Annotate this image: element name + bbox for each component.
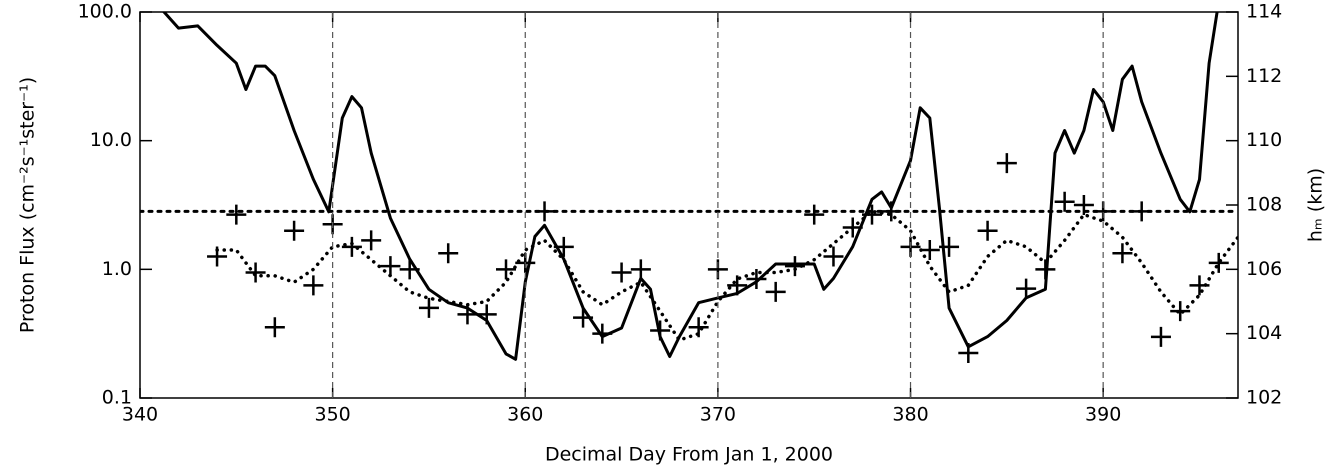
data-point xyxy=(245,262,266,283)
data-point xyxy=(284,220,305,241)
y2-tick-label: 106 xyxy=(1246,258,1282,280)
x-tick-label: 360 xyxy=(507,404,543,426)
data-point xyxy=(1054,191,1075,212)
flux-line xyxy=(162,12,1219,361)
plot-frame xyxy=(139,11,1239,399)
x-tick-label: 370 xyxy=(700,404,736,426)
x-axis-title: Decimal Day From Jan 1, 2000 xyxy=(545,444,833,466)
data-point xyxy=(553,236,574,257)
data-point xyxy=(765,281,786,302)
data-point xyxy=(1170,301,1191,322)
data-point xyxy=(361,230,382,251)
x-tick-label: 380 xyxy=(892,404,928,426)
data-point xyxy=(1112,243,1133,264)
data-point xyxy=(1016,278,1037,299)
data-point xyxy=(207,246,228,267)
data-point xyxy=(919,240,940,261)
data-point xyxy=(438,243,459,264)
data-point xyxy=(881,201,902,222)
data-point xyxy=(823,246,844,267)
data-point xyxy=(1131,201,1152,222)
data-point xyxy=(1208,252,1229,273)
y2-tick-label: 104 xyxy=(1246,322,1282,344)
data-point xyxy=(592,323,613,344)
data-point xyxy=(1073,195,1094,215)
y2-axis-title: hₘ (km) xyxy=(1305,168,1327,242)
data-point xyxy=(573,307,594,328)
y2-tick-label: 112 xyxy=(1246,65,1282,87)
y2-tick-label: 102 xyxy=(1246,387,1282,409)
data-point xyxy=(264,317,285,338)
data-point xyxy=(457,304,478,325)
y-tick-label: 0.1 xyxy=(102,387,132,409)
data-point xyxy=(688,317,709,338)
x-tick-label: 340 xyxy=(122,404,158,426)
data-point xyxy=(842,217,863,238)
data-point xyxy=(958,342,979,363)
data-point xyxy=(476,304,497,325)
data-point xyxy=(226,204,247,225)
y-tick-label: 1.0 xyxy=(102,258,132,280)
y2-tick-label: 110 xyxy=(1246,129,1282,151)
data-point xyxy=(611,262,632,283)
y-tick-label: 100.0 xyxy=(78,1,132,23)
data-point xyxy=(996,153,1017,174)
data-point xyxy=(534,201,555,222)
data-point xyxy=(303,275,324,296)
y-axis-title: Proton Flux (cm⁻²s⁻¹ster⁻¹) xyxy=(17,77,39,333)
data-point xyxy=(650,320,671,341)
data-point xyxy=(630,259,651,280)
data-point xyxy=(1150,326,1171,347)
data-point xyxy=(784,256,805,277)
data-point xyxy=(496,259,516,280)
plot-area xyxy=(140,12,1238,363)
data-point xyxy=(862,204,882,225)
data-point xyxy=(341,236,362,257)
data-point xyxy=(977,220,998,241)
data-point xyxy=(1189,275,1210,296)
x-tick-label: 390 xyxy=(1085,404,1121,426)
y-tick-label: 10.0 xyxy=(90,129,132,151)
data-point xyxy=(746,268,767,289)
y2-tick-label: 114 xyxy=(1246,1,1282,23)
data-point xyxy=(804,204,825,225)
x-tick-label: 350 xyxy=(314,404,350,426)
data-point xyxy=(380,256,401,277)
data-point xyxy=(727,275,748,296)
data-point xyxy=(418,297,439,318)
data-point xyxy=(1035,259,1056,280)
data-point xyxy=(939,236,960,257)
data-point xyxy=(399,259,420,280)
y2-tick-label: 108 xyxy=(1246,194,1282,216)
